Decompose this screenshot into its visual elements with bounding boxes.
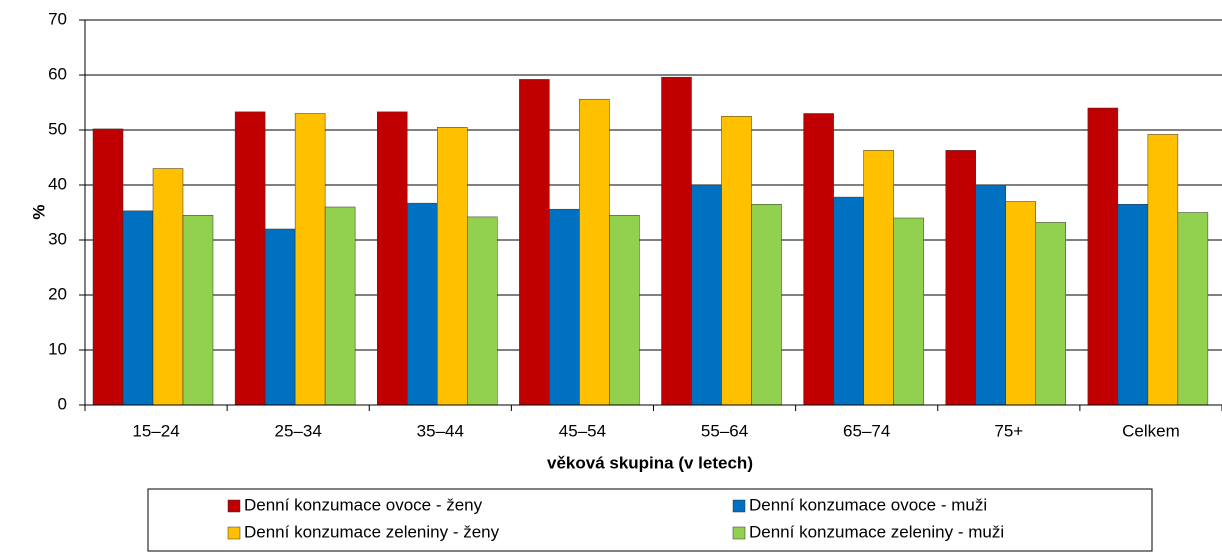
bar (1087, 107, 1119, 406)
bar (945, 150, 976, 406)
bar (324, 206, 356, 406)
bar (751, 204, 782, 406)
x-tick-label: 35–44 (417, 421, 464, 440)
y-tick-label: 10 (48, 339, 67, 358)
x-axis-label: věková skupina (v letech) (547, 453, 753, 472)
bar (833, 196, 864, 406)
bar (549, 208, 580, 406)
y-tick-label: 20 (48, 284, 67, 303)
y-axis-label: % (29, 204, 48, 219)
bar (377, 111, 408, 406)
bar (264, 228, 296, 406)
y-tick-label: 50 (48, 119, 67, 138)
legend-swatch (227, 526, 241, 540)
y-tick-label: 60 (48, 64, 67, 83)
x-tick-label: 15–24 (132, 421, 179, 440)
bar (609, 215, 640, 406)
bar (519, 79, 550, 406)
bar (1117, 204, 1149, 406)
bar (721, 116, 752, 406)
legend-label: Denní konzumace ovoce - ženy (244, 495, 483, 514)
bar (92, 128, 124, 406)
legend-box (147, 488, 1153, 552)
x-tick-label: 45–54 (559, 421, 606, 440)
x-tick-label: 65–74 (843, 421, 890, 440)
legend-label: Denní konzumace ovoce - muži (749, 495, 987, 514)
y-tick-label: 0 (58, 394, 67, 413)
bar (122, 210, 154, 406)
y-tick-label: 40 (48, 174, 67, 193)
x-tick-label: 55–64 (701, 421, 748, 440)
legend-swatch (227, 499, 241, 513)
y-tick-label: 70 (48, 9, 67, 28)
bar (467, 216, 498, 406)
legend-swatch (732, 499, 746, 513)
bar (863, 150, 894, 406)
bar (803, 113, 834, 406)
x-tick-label: 25–34 (275, 421, 322, 440)
bar (407, 202, 438, 406)
bar (152, 168, 184, 406)
bar (579, 98, 610, 406)
legend-swatch (732, 526, 746, 540)
bar (975, 184, 1006, 406)
bar (182, 215, 214, 406)
bar (437, 127, 468, 406)
legend-label: Denní konzumace zeleniny - muži (749, 522, 1004, 541)
bar (1177, 212, 1209, 406)
legend-label: Denní konzumace zeleniny - ženy (244, 522, 500, 541)
bar (294, 113, 326, 406)
bar (1005, 201, 1036, 406)
bar (893, 217, 924, 406)
bar (1035, 222, 1066, 406)
y-tick-label: 30 (48, 229, 67, 248)
bar (691, 184, 722, 406)
bar (661, 76, 692, 406)
x-tick-label: 75+ (994, 421, 1023, 440)
x-tick-label: Celkem (1122, 421, 1180, 440)
bar (1147, 134, 1179, 406)
bar (234, 111, 266, 406)
